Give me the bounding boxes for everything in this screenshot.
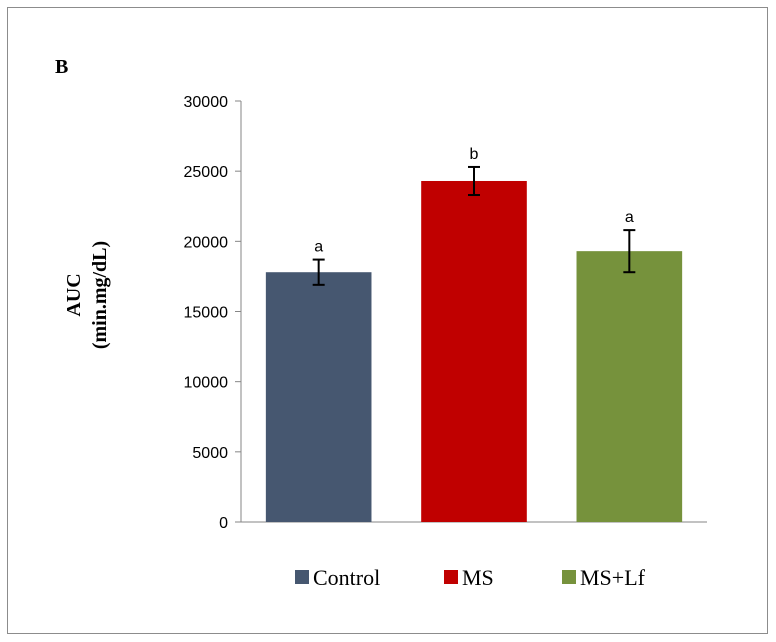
significance-letter: b	[470, 146, 479, 163]
panel-label: B	[55, 56, 68, 78]
y-tick-label: 0	[219, 515, 228, 532]
legend-swatch	[444, 570, 458, 584]
bar-ms-lf	[576, 251, 683, 522]
y-axis-title-line2: (min.mg/dL)	[89, 241, 111, 349]
y-tick-label: 25000	[184, 164, 229, 181]
y-axis-ticks: 0 5000 10000 15000 20000 25000 30000	[184, 94, 241, 532]
y-tick-label: 5000	[192, 445, 228, 462]
bar-ms	[421, 180, 527, 523]
legend-label: MS	[462, 565, 494, 590]
significance-letter: a	[625, 209, 634, 226]
bar-control	[265, 272, 372, 522]
bars: a b a	[265, 146, 683, 523]
y-axis-title: AUC (min.mg/dL)	[63, 241, 111, 349]
y-axis-title-line1: AUC	[63, 273, 85, 316]
y-tick-label: 30000	[184, 94, 229, 111]
legend-swatch	[295, 570, 309, 584]
significance-letter: a	[314, 239, 323, 256]
y-tick-label: 20000	[184, 234, 229, 251]
legend-label: Control	[313, 565, 380, 590]
legend-swatch	[562, 570, 576, 584]
legend: Control MS MS+Lf	[295, 565, 646, 590]
legend-label: MS+Lf	[580, 565, 646, 590]
y-tick-label: 10000	[184, 375, 229, 392]
y-tick-label: 15000	[184, 305, 229, 322]
